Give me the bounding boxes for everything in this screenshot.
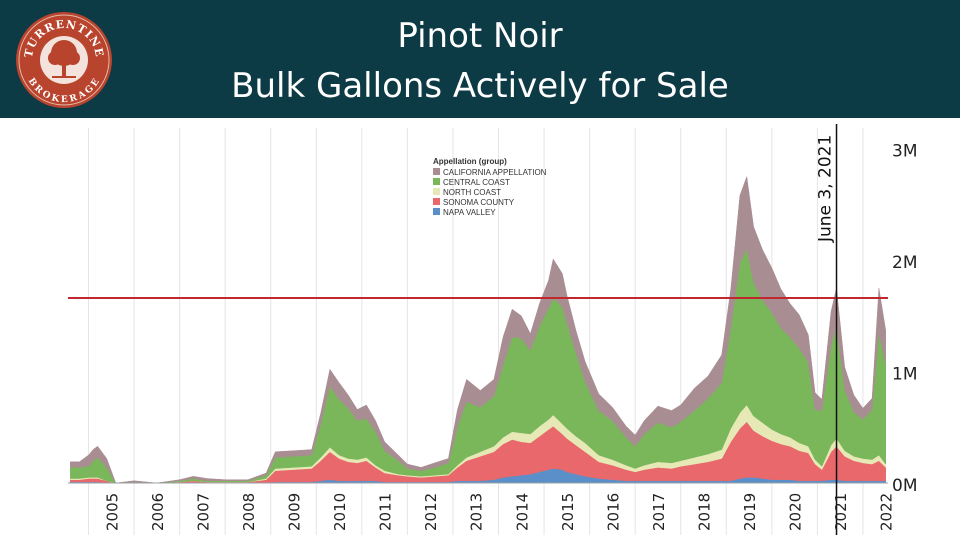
- x-tick-label: 2010: [331, 493, 349, 531]
- legend-swatch: [433, 208, 440, 215]
- y-tick-label: 0M: [892, 476, 917, 496]
- x-tick-label: 2009: [286, 493, 304, 531]
- x-tick-label: 2022: [878, 493, 896, 531]
- date-marker-label: June 3, 2021: [816, 135, 836, 243]
- x-tick-label: 2011: [377, 493, 395, 531]
- x-tick-label: 2008: [240, 493, 258, 531]
- x-tick-label: 2015: [559, 493, 577, 531]
- legend-swatch: [433, 198, 440, 205]
- x-tick-label: 2017: [650, 493, 668, 531]
- y-axis: 0M 1M 2M 3M: [892, 142, 917, 496]
- x-axis: 2005 2006 2007 2008 2009 2010 2011 2012 2013 2014…: [103, 493, 895, 531]
- legend-swatch: [433, 178, 440, 185]
- x-tick-label: 2006: [149, 493, 167, 531]
- legend: Appellation (group) CALIFORNIA APPELLATI…: [433, 157, 547, 217]
- y-tick-label: 1M: [892, 365, 917, 385]
- turrentine-brokerage-logo: TURRENTINE BROKERAGE: [16, 12, 112, 108]
- x-tick-label: 2012: [422, 493, 440, 531]
- legend-label: SONOMA COUNTY: [443, 198, 515, 207]
- y-tick-label: 2M: [892, 253, 917, 273]
- x-tick-label: 2016: [604, 493, 622, 531]
- area-california-appellation: [70, 176, 886, 484]
- tree-icon: [48, 40, 80, 78]
- legend-title: Appellation (group): [433, 157, 507, 166]
- page-title: Pinot Noir: [397, 16, 563, 56]
- legend-swatch: [433, 168, 440, 175]
- legend-label: NAPA VALLEY: [443, 208, 496, 217]
- x-tick-label: 2013: [468, 493, 486, 531]
- x-tick-label: 2019: [741, 493, 759, 531]
- x-tick-label: 2005: [103, 493, 121, 531]
- header-bar: TURRENTINE BROKERAGE Pinot Noir Bulk Gal…: [0, 0, 960, 118]
- page-subtitle: Bulk Gallons Actively for Sale: [231, 66, 729, 106]
- legend-label: NORTH COAST: [443, 188, 501, 197]
- legend-label: CALIFORNIA APPELLATION: [443, 168, 547, 177]
- x-tick-label: 2007: [194, 493, 212, 531]
- legend-label: CENTRAL COAST: [443, 178, 510, 187]
- y-tick-label: 3M: [892, 142, 917, 162]
- legend-swatch: [433, 188, 440, 195]
- x-tick-label: 2014: [513, 493, 531, 531]
- x-tick-label: 2018: [696, 493, 714, 531]
- x-tick-label: 2021: [832, 493, 850, 531]
- area-series-group: [70, 176, 886, 484]
- x-tick-label: 2020: [787, 493, 805, 531]
